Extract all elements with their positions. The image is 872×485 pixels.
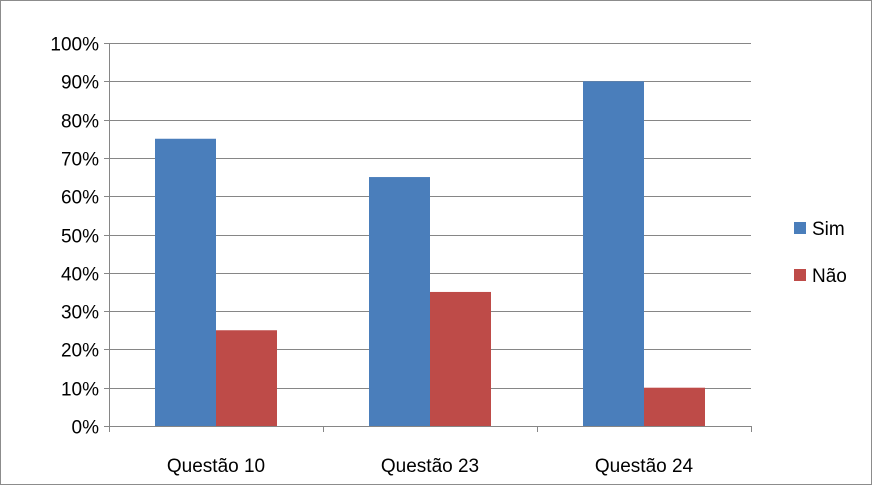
legend-label-2: Não [812,266,847,287]
bar-sim-3 [583,81,644,427]
y-tick-label: 30% [61,303,99,324]
y-tick-label: 100% [50,35,99,56]
y-tick-label: 50% [61,227,99,248]
bar-não-3 [644,387,705,426]
bar-sim-1 [155,138,216,426]
y-tick-label: 60% [61,188,99,209]
y-tick-label: 10% [61,380,99,401]
bar-não-1 [216,330,277,426]
legend-label-1: Sim [812,219,845,240]
legend-swatch-não [794,269,806,281]
legend: Sim Não [794,219,847,287]
y-tick-label: 20% [61,341,99,362]
x-axis: Questão 10 Questão 23 Questão 24 [109,426,752,477]
legend-swatch-sim [794,222,806,234]
bar-sim-2 [369,177,430,426]
y-tick-label: 0% [72,418,100,439]
bar-não-2 [430,291,491,426]
y-axis: 0% 10% 20% 30% 40% 50% 60% 70% 80% 90% 100% [50,35,110,439]
x-tick-label: Questão 10 [167,456,265,477]
y-tick-label: 80% [61,112,99,133]
x-tick-label: Questão 24 [595,456,694,477]
bars [155,81,705,427]
y-tick-label: 40% [61,265,99,286]
y-tick-label: 90% [61,73,99,94]
x-tick-label: Questão 23 [381,456,479,477]
y-tick-label: 70% [61,150,99,171]
